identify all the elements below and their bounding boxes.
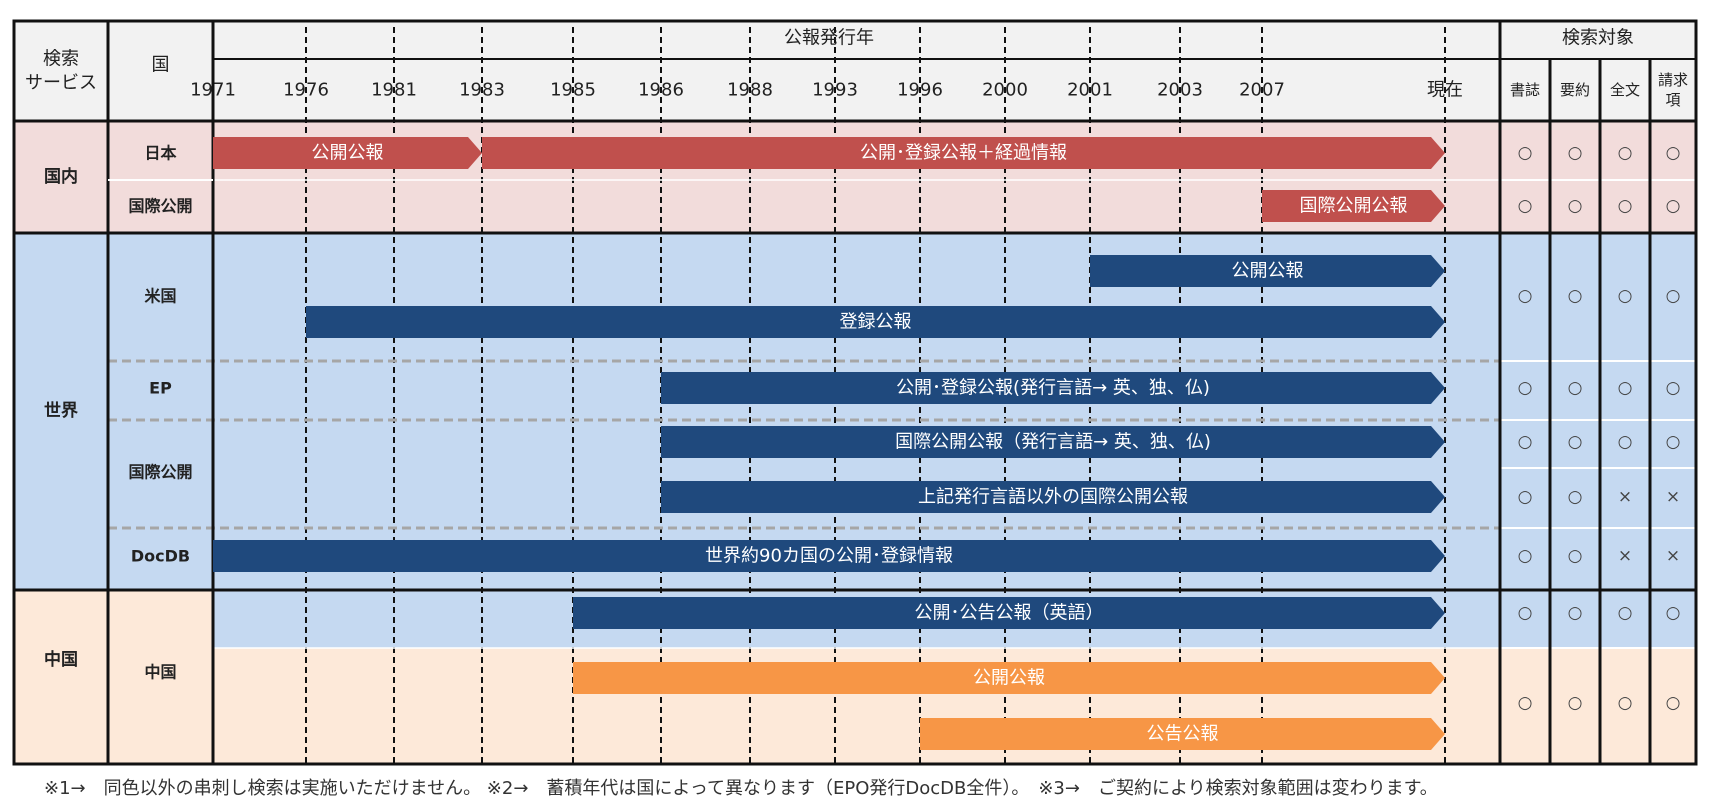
target-mark: ○ <box>1518 603 1533 623</box>
target-mark: ○ <box>1518 286 1533 306</box>
target-mark: × <box>1666 546 1680 566</box>
row-label: 日本 <box>144 144 176 163</box>
year-tick-label: 1976 <box>283 80 329 101</box>
year-tick-label: 1971 <box>190 80 236 101</box>
target-mark: × <box>1666 487 1680 507</box>
present-tick-label: 現在 <box>1427 80 1463 101</box>
target-mark: × <box>1618 546 1632 566</box>
target-mark: ○ <box>1518 378 1533 398</box>
coverage-bar-label: 公開公報 <box>312 143 384 164</box>
year-tick-label: 1981 <box>371 80 417 101</box>
coverage-bar <box>213 540 1445 572</box>
row-label: DocDB <box>131 547 190 566</box>
row-label: EP <box>149 379 172 398</box>
target-mark: ○ <box>1666 143 1681 163</box>
target-mark: ○ <box>1618 143 1633 163</box>
target-mark: ○ <box>1568 487 1583 507</box>
year-tick-label: 1996 <box>897 80 943 101</box>
coverage-bar <box>1090 255 1445 287</box>
footnote: ※1→ 同色以外の串刺し検索は実施いただけません。 ※2→ 蓄積年代は国によって… <box>44 778 1438 799</box>
coverage-bar-label: 公開･登録公報＋経過情報 <box>860 143 1067 164</box>
table-border <box>12 19 1698 766</box>
target-column-label: 項 <box>1665 91 1680 109</box>
section-label: 国内 <box>44 166 78 187</box>
coverage-bar-label: 公開･公告公報（英語） <box>915 603 1104 624</box>
coverage-bar <box>920 718 1445 750</box>
target-mark: ○ <box>1568 546 1583 566</box>
target-column-label: 請求 <box>1658 71 1688 89</box>
target-mark: ○ <box>1518 196 1533 216</box>
coverage-bar <box>306 306 1445 338</box>
year-tick-label: 2000 <box>982 80 1028 101</box>
row-label: 中国 <box>144 663 176 682</box>
coverage-bar <box>573 662 1445 694</box>
target-mark: ○ <box>1666 432 1681 452</box>
target-mark: ○ <box>1618 196 1633 216</box>
row-label: 国際公開 <box>128 463 192 482</box>
target-mark: ○ <box>1666 286 1681 306</box>
target-mark: ○ <box>1666 196 1681 216</box>
coverage-bar-label: 登録公報 <box>840 312 912 333</box>
target-mark: ○ <box>1568 378 1583 398</box>
coverage-bar-label: 国際公開公報 <box>1300 196 1408 217</box>
year-tick-label: 2003 <box>1157 80 1203 101</box>
year-tick-label: 1988 <box>727 80 773 101</box>
coverage-bar <box>1262 190 1445 222</box>
section-world-bg <box>14 233 1696 590</box>
target-mark: ○ <box>1618 693 1633 713</box>
coverage-bar <box>661 372 1445 404</box>
target-mark: ○ <box>1568 603 1583 623</box>
target-mark: ○ <box>1666 693 1681 713</box>
coverage-bar <box>661 481 1445 513</box>
target-mark: ○ <box>1568 432 1583 452</box>
target-mark: ○ <box>1518 487 1533 507</box>
coverage-bar <box>213 137 482 169</box>
target-mark: ○ <box>1518 143 1533 163</box>
target-mark: ○ <box>1568 143 1583 163</box>
target-mark: ○ <box>1518 432 1533 452</box>
target-mark: × <box>1618 487 1632 507</box>
target-mark: ○ <box>1568 196 1583 216</box>
header-service-label: 検索 <box>43 48 79 69</box>
coverage-bar <box>661 426 1445 458</box>
header-target-title: 検索対象 <box>1562 28 1634 49</box>
coverage-bar-label: 世界約90カ国の公開･登録情報 <box>705 546 953 567</box>
section-label: 中国 <box>44 649 78 670</box>
coverage-bar <box>482 137 1445 169</box>
target-mark: ○ <box>1666 603 1681 623</box>
target-mark: ○ <box>1618 603 1633 623</box>
target-column-label: 書誌 <box>1510 81 1540 99</box>
target-mark: ○ <box>1618 378 1633 398</box>
year-tick-label: 1985 <box>550 80 596 101</box>
year-tick-label: 1986 <box>638 80 684 101</box>
section-label: 世界 <box>44 401 78 421</box>
target-mark: ○ <box>1518 546 1533 566</box>
year-tick-label: 1983 <box>459 80 505 101</box>
year-tick-label: 1993 <box>812 80 858 101</box>
target-mark: ○ <box>1666 378 1681 398</box>
header-period-title: 公報発行年 <box>784 28 874 49</box>
header-country-label: 国 <box>152 55 170 76</box>
header-service-label: サービス <box>25 73 97 94</box>
coverage-bar-label: 上記発行言語以外の国際公開公報 <box>918 487 1188 508</box>
header-bg <box>14 21 1696 121</box>
row-label: 米国 <box>144 287 176 306</box>
coverage-bar-label: 公開公報 <box>973 668 1045 689</box>
target-column-label: 全文 <box>1610 81 1640 99</box>
coverage-bar-label: 公告公報 <box>1147 724 1219 745</box>
target-mark: ○ <box>1568 286 1583 306</box>
coverage-bar-label: 公開公報 <box>1232 261 1304 282</box>
target-mark: ○ <box>1568 693 1583 713</box>
target-mark: ○ <box>1618 432 1633 452</box>
coverage-bar-label: 国際公開公報（発行言語→ 英、独、仏) <box>895 432 1211 453</box>
coverage-bar-label: 公開･登録公報(発行言語→ 英、独、仏) <box>896 378 1210 399</box>
target-mark: ○ <box>1518 693 1533 713</box>
year-tick-label: 2001 <box>1067 80 1113 101</box>
row-label: 国際公開 <box>128 197 192 216</box>
target-column-label: 要約 <box>1560 81 1590 99</box>
year-tick-label: 2007 <box>1239 80 1285 101</box>
coverage-bar <box>573 597 1445 629</box>
target-mark: ○ <box>1618 286 1633 306</box>
